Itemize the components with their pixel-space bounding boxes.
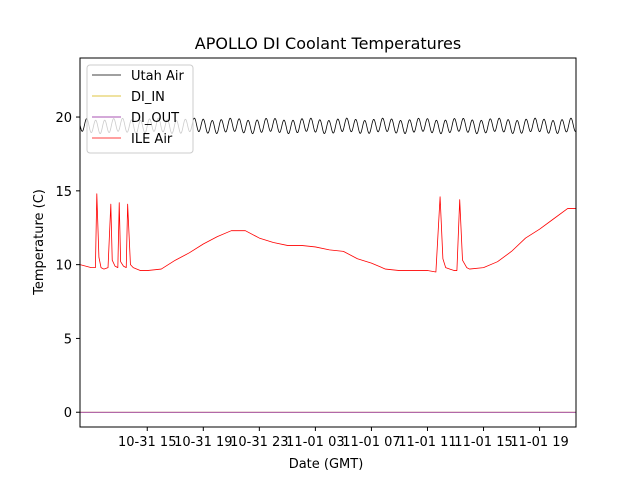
y-tick-label: 15 xyxy=(55,185,72,200)
legend-label-di-out: DI_OUT xyxy=(131,111,179,126)
x-tick-label: 11-01 07 xyxy=(342,435,400,450)
series-line-ile-air xyxy=(80,193,576,273)
y-tick-label: 0 xyxy=(64,406,72,421)
chart-title: APOLLO DI Coolant Temperatures xyxy=(195,34,461,53)
x-tick-label: 11-01 03 xyxy=(286,435,344,450)
legend-frame xyxy=(86,64,194,154)
x-tick-label: 10-31 23 xyxy=(230,435,288,450)
legend-label-utah-air: Utah Air xyxy=(131,69,184,84)
legend-label-di-in: DI_IN xyxy=(131,90,165,105)
legend: Utah Air DI_IN DI_OUT ILE Air xyxy=(86,64,194,154)
x-tick-label: 11-01 19 xyxy=(510,435,568,450)
legend-label-ile-air: ILE Air xyxy=(131,132,173,147)
x-axis-label: Date (GMT) xyxy=(289,457,364,472)
x-tick-label: 10-31 19 xyxy=(174,435,232,450)
x-tick-label: 11-01 11 xyxy=(398,435,456,450)
y-tick-label: 10 xyxy=(55,259,72,274)
y-axis-label: Temperature (C) xyxy=(32,189,47,296)
plot-frame xyxy=(79,57,577,428)
x-tick-label: 11-01 15 xyxy=(454,435,512,450)
y-tick-label: 5 xyxy=(64,332,72,347)
y-axis: 0 5 10 15 20 xyxy=(55,111,80,421)
x-tick-label: 10-31 15 xyxy=(118,435,176,450)
y-tick-label: 20 xyxy=(55,111,72,126)
